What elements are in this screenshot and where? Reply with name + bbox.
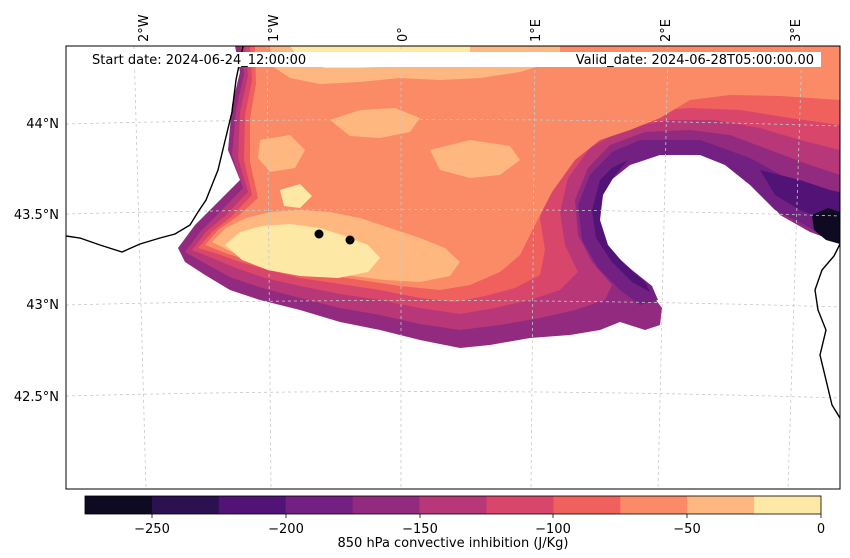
colorbar-segment bbox=[352, 496, 420, 514]
colorbar-tick-labels: −250 −200 −150 −100 −50 0 bbox=[134, 522, 825, 537]
lat-label: 42.5°N bbox=[14, 390, 59, 405]
lat-label: 43°N bbox=[26, 298, 59, 313]
parallel-line bbox=[66, 119, 840, 127]
lat-label: 43.5°N bbox=[14, 208, 59, 223]
parallel-line bbox=[66, 300, 840, 308]
meridian-line bbox=[266, 46, 272, 489]
colorbar-tick-label: −50 bbox=[673, 522, 700, 537]
colorbar bbox=[85, 496, 822, 514]
atlantic-coast bbox=[66, 46, 244, 253]
start-date-label: Start date: 2024-06-24_12:00:00 bbox=[92, 53, 306, 68]
longitude-labels: 2°W 1°W 0° 1°E 2°E 3°E bbox=[137, 14, 804, 42]
colorbar-segment bbox=[85, 496, 153, 514]
colorbar-segment bbox=[620, 496, 688, 514]
lon-label: 1°W bbox=[267, 14, 282, 42]
coastline bbox=[66, 46, 840, 419]
cin-contour-level bbox=[225, 224, 380, 278]
colorbar-tick-label: −250 bbox=[134, 522, 170, 537]
mediterranean-coast bbox=[814, 243, 840, 419]
colorbar-tick-label: −100 bbox=[535, 522, 571, 537]
colorbar-tick-label: 0 bbox=[817, 522, 825, 537]
cin-contour-level bbox=[430, 140, 520, 178]
lon-label: 2°E bbox=[659, 19, 674, 42]
meridian-line bbox=[657, 46, 669, 489]
colorbar-ticks bbox=[151, 514, 822, 518]
lon-label: 2°W bbox=[137, 14, 152, 42]
lon-label: 0° bbox=[396, 27, 411, 42]
latitude-labels: 44°N 43.5°N 43°N 42.5°N bbox=[14, 117, 59, 405]
colorbar-frame bbox=[84, 495, 822, 515]
marker-1 bbox=[314, 229, 324, 239]
cin-contour-level bbox=[760, 170, 840, 225]
cin-contour-level bbox=[280, 184, 312, 208]
cin-contour-level bbox=[258, 135, 305, 172]
cin-contour-level bbox=[330, 108, 420, 138]
colorbar-label: 850 hPa convective inhibition (J/Kg) bbox=[338, 536, 569, 551]
lat-label: 44°N bbox=[26, 117, 59, 132]
colorbar-segment bbox=[218, 496, 287, 514]
parallel-line bbox=[66, 391, 840, 399]
lon-label: 3°E bbox=[789, 19, 804, 42]
colorbar-segment bbox=[285, 496, 354, 514]
info-banner bbox=[88, 52, 821, 67]
marker-2 bbox=[345, 235, 355, 245]
parallel-line bbox=[66, 209, 840, 217]
cin-contour-level bbox=[592, 160, 650, 292]
cin-contour-level bbox=[812, 208, 840, 244]
map-frame bbox=[65, 45, 841, 490]
valid-date-label: Valid_date: 2024-06-28T05:00:00.00 bbox=[576, 53, 814, 68]
colorbar-segment bbox=[419, 496, 487, 514]
colorbar-segment bbox=[553, 496, 621, 514]
meridian-line bbox=[787, 46, 803, 489]
colorbar-tick-label: −150 bbox=[402, 522, 438, 537]
colorbar-segment bbox=[486, 496, 554, 514]
graticule bbox=[66, 46, 840, 489]
colorbar-segment bbox=[687, 496, 755, 514]
lon-label: 1°E bbox=[529, 19, 544, 42]
colorbar-segment bbox=[151, 496, 220, 514]
colorbar-tick-label: −200 bbox=[268, 522, 304, 537]
meridian-line bbox=[133, 46, 147, 489]
colorbar-segment bbox=[754, 496, 822, 514]
